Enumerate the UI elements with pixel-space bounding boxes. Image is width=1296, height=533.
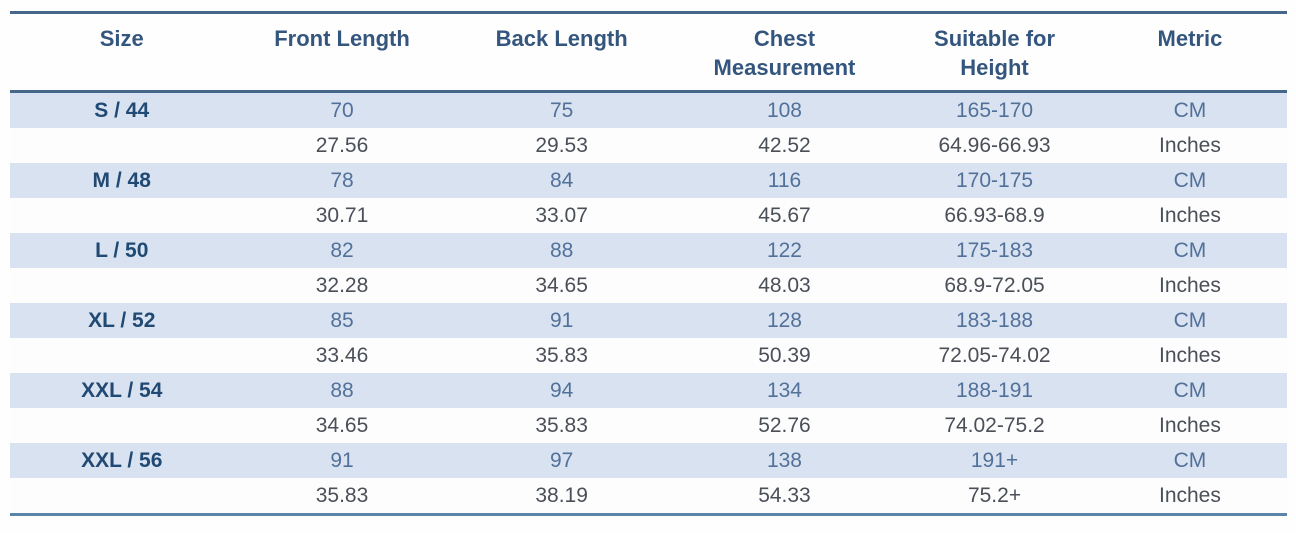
metric-cell: Inches (1092, 478, 1287, 515)
chest-measurement-cell: 138 (672, 443, 897, 478)
back-length-cell: 97 (450, 443, 673, 478)
metric-cell: Inches (1092, 128, 1287, 163)
back-length-cell: 91 (450, 303, 673, 338)
front-length-cell: 30.71 (233, 198, 451, 233)
metric-cell: Inches (1092, 338, 1287, 373)
column-header-size: Size (10, 12, 234, 93)
back-length-cell: 84 (450, 163, 673, 198)
suitable-height-cell: 188-191 (896, 373, 1093, 408)
column-header-metric: Metric (1092, 12, 1287, 93)
table-row: L / 50 82 88 122 175-183 CM (10, 233, 1287, 268)
back-length-cell: 75 (450, 91, 673, 128)
suitable-height-cell: 74.02-75.2 (896, 408, 1093, 443)
column-header-suitable-height: Suitable for Height (896, 12, 1093, 93)
size-cell: L / 50 (10, 233, 234, 268)
metric-cell: Inches (1092, 408, 1287, 443)
front-length-cell: 91 (233, 443, 451, 478)
suitable-height-cell: 68.9-72.05 (896, 268, 1093, 303)
front-length-cell: 70 (233, 91, 451, 128)
metric-cell: CM (1092, 443, 1287, 478)
table-row: XXL / 54 88 94 134 188-191 CM (10, 373, 1287, 408)
front-length-cell: 32.28 (233, 268, 451, 303)
chest-measurement-cell: 42.52 (672, 128, 897, 163)
suitable-height-cell: 64.96-66.93 (896, 128, 1093, 163)
front-length-cell: 85 (233, 303, 451, 338)
suitable-height-cell: 170-175 (896, 163, 1093, 198)
chest-measurement-cell: 134 (672, 373, 897, 408)
suitable-height-cell: 191+ (896, 443, 1093, 478)
size-table-header: Size Front Length Back Length Chest Meas… (10, 12, 1287, 93)
size-cell (10, 128, 234, 163)
size-cell: M / 48 (10, 163, 234, 198)
size-cell (10, 338, 234, 373)
suitable-height-cell: 183-188 (896, 303, 1093, 338)
size-cell (10, 408, 234, 443)
size-cell (10, 268, 234, 303)
size-cell: XXL / 56 (10, 443, 234, 478)
size-cell: S / 44 (10, 91, 234, 128)
size-chart: Size Front Length Back Length Chest Meas… (10, 11, 1287, 516)
size-cell: XL / 52 (10, 303, 234, 338)
chest-measurement-cell: 45.67 (672, 198, 897, 233)
chest-measurement-cell: 48.03 (672, 268, 897, 303)
suitable-height-cell: 66.93-68.9 (896, 198, 1093, 233)
back-length-cell: 88 (450, 233, 673, 268)
front-length-cell: 82 (233, 233, 451, 268)
chest-measurement-cell: 122 (672, 233, 897, 268)
table-row: M / 48 78 84 116 170-175 CM (10, 163, 1287, 198)
size-table: Size Front Length Back Length Chest Meas… (10, 11, 1287, 516)
table-row: S / 44 70 75 108 165-170 CM (10, 91, 1287, 128)
table-row: 34.65 35.83 52.76 74.02-75.2 Inches (10, 408, 1287, 443)
front-length-cell: 33.46 (233, 338, 451, 373)
metric-cell: Inches (1092, 198, 1287, 233)
table-row: 33.46 35.83 50.39 72.05-74.02 Inches (10, 338, 1287, 373)
column-header-back-length: Back Length (450, 12, 673, 93)
suitable-height-cell: 175-183 (896, 233, 1093, 268)
front-length-cell: 34.65 (233, 408, 451, 443)
back-length-cell: 38.19 (450, 478, 673, 515)
chest-measurement-cell: 128 (672, 303, 897, 338)
table-row: 30.71 33.07 45.67 66.93-68.9 Inches (10, 198, 1287, 233)
column-header-chest: Chest Measurement (672, 12, 897, 93)
chest-measurement-cell: 108 (672, 91, 897, 128)
back-length-cell: 94 (450, 373, 673, 408)
metric-cell: CM (1092, 373, 1287, 408)
metric-cell: Inches (1092, 268, 1287, 303)
back-length-cell: 35.83 (450, 408, 673, 443)
chest-measurement-cell: 54.33 (672, 478, 897, 515)
metric-cell: CM (1092, 233, 1287, 268)
back-length-cell: 35.83 (450, 338, 673, 373)
front-length-cell: 27.56 (233, 128, 451, 163)
front-length-cell: 88 (233, 373, 451, 408)
suitable-height-cell: 165-170 (896, 91, 1093, 128)
metric-cell: CM (1092, 163, 1287, 198)
chest-measurement-cell: 52.76 (672, 408, 897, 443)
chest-measurement-cell: 50.39 (672, 338, 897, 373)
column-header-front-length: Front Length (233, 12, 451, 93)
size-table-body: S / 44 70 75 108 165-170 CM 27.56 29.53 … (10, 91, 1287, 515)
size-cell (10, 478, 234, 515)
suitable-height-cell: 72.05-74.02 (896, 338, 1093, 373)
header-row: Size Front Length Back Length Chest Meas… (10, 12, 1287, 93)
back-length-cell: 34.65 (450, 268, 673, 303)
metric-cell: CM (1092, 303, 1287, 338)
table-row: 35.83 38.19 54.33 75.2+ Inches (10, 478, 1287, 515)
table-row: 32.28 34.65 48.03 68.9-72.05 Inches (10, 268, 1287, 303)
table-row: XL / 52 85 91 128 183-188 CM (10, 303, 1287, 338)
size-cell (10, 198, 234, 233)
back-length-cell: 33.07 (450, 198, 673, 233)
table-row: 27.56 29.53 42.52 64.96-66.93 Inches (10, 128, 1287, 163)
metric-cell: CM (1092, 91, 1287, 128)
suitable-height-cell: 75.2+ (896, 478, 1093, 515)
back-length-cell: 29.53 (450, 128, 673, 163)
front-length-cell: 35.83 (233, 478, 451, 515)
front-length-cell: 78 (233, 163, 451, 198)
table-row: XXL / 56 91 97 138 191+ CM (10, 443, 1287, 478)
size-cell: XXL / 54 (10, 373, 234, 408)
chest-measurement-cell: 116 (672, 163, 897, 198)
